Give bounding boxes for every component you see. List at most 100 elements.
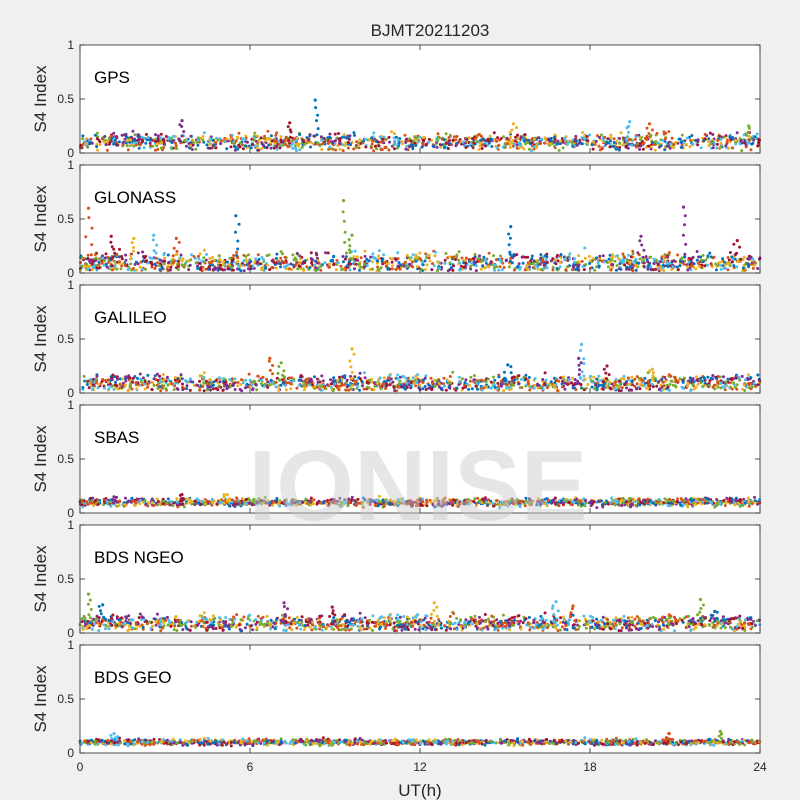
data-point xyxy=(161,379,165,383)
data-point xyxy=(559,256,563,260)
data-point xyxy=(743,378,747,382)
data-point xyxy=(535,146,538,150)
data-point xyxy=(358,377,362,381)
data-point xyxy=(318,387,322,391)
data-point xyxy=(422,142,425,146)
data-point xyxy=(728,251,732,254)
data-point xyxy=(618,262,622,266)
data-point xyxy=(472,141,476,145)
data-point xyxy=(91,383,95,387)
data-point xyxy=(173,376,177,380)
data-point xyxy=(166,383,170,387)
data-point xyxy=(430,388,434,392)
data-point xyxy=(307,138,311,142)
data-point xyxy=(424,388,428,391)
data-point xyxy=(337,388,341,392)
data-point xyxy=(368,138,372,142)
data-point xyxy=(582,362,586,365)
data-point xyxy=(110,245,114,249)
data-point xyxy=(681,260,685,264)
data-point xyxy=(244,144,248,148)
data-point xyxy=(658,265,662,269)
data-point xyxy=(418,383,422,387)
data-point xyxy=(450,266,453,270)
data-point xyxy=(656,141,660,145)
data-point xyxy=(363,254,367,258)
data-point xyxy=(122,133,126,137)
data-point xyxy=(496,136,499,140)
data-point xyxy=(388,140,392,144)
data-point xyxy=(640,243,644,247)
data-point xyxy=(82,374,86,378)
data-point xyxy=(84,137,88,140)
data-point xyxy=(535,265,539,269)
data-point xyxy=(333,382,337,386)
y-tick-label: 0 xyxy=(67,386,74,400)
data-point xyxy=(578,376,582,380)
data-point xyxy=(654,140,658,143)
data-point xyxy=(670,268,674,271)
data-point xyxy=(553,140,557,144)
data-point xyxy=(87,264,91,268)
data-point xyxy=(452,387,456,391)
data-point xyxy=(653,148,657,152)
data-point xyxy=(392,386,396,390)
data-point xyxy=(711,146,715,150)
data-point xyxy=(80,256,84,260)
data-point xyxy=(582,268,586,272)
data-point xyxy=(115,136,119,140)
data-point xyxy=(625,144,629,148)
data-point xyxy=(704,258,708,262)
data-point xyxy=(260,256,264,259)
data-point xyxy=(269,146,273,150)
data-point xyxy=(484,380,488,383)
data-point xyxy=(667,389,671,392)
data-point xyxy=(706,263,710,267)
data-point xyxy=(226,384,230,388)
data-point xyxy=(239,382,243,386)
data-point xyxy=(379,266,383,270)
data-point xyxy=(690,134,694,137)
data-point xyxy=(187,268,191,272)
data-point xyxy=(363,376,367,380)
data-point xyxy=(747,124,751,128)
data-point xyxy=(442,376,446,380)
data-point xyxy=(492,254,495,258)
plot-area xyxy=(80,405,760,513)
data-point xyxy=(661,138,665,142)
data-point xyxy=(499,379,503,383)
data-point xyxy=(464,261,468,265)
data-point xyxy=(320,138,324,142)
data-point xyxy=(85,262,88,266)
data-point xyxy=(631,383,635,387)
data-point xyxy=(298,133,302,136)
data-point xyxy=(643,376,647,380)
data-point xyxy=(194,147,198,151)
data-point xyxy=(402,264,406,268)
data-point xyxy=(266,263,269,267)
data-point xyxy=(144,141,148,145)
data-point xyxy=(279,383,283,387)
data-point xyxy=(295,142,299,146)
data-point xyxy=(226,267,230,271)
data-point xyxy=(112,131,116,135)
data-point xyxy=(607,373,611,377)
data-point xyxy=(230,377,234,381)
data-point xyxy=(613,259,617,263)
data-point xyxy=(462,265,466,269)
data-point xyxy=(299,267,303,271)
data-point xyxy=(121,381,125,385)
data-point xyxy=(349,256,352,260)
data-point xyxy=(95,266,99,270)
data-point xyxy=(114,380,117,384)
data-point xyxy=(436,260,440,264)
data-point xyxy=(609,143,613,146)
data-point xyxy=(161,373,165,376)
data-point xyxy=(384,137,388,141)
data-point xyxy=(719,267,723,271)
data-point xyxy=(377,249,381,253)
data-point xyxy=(228,378,232,381)
data-point xyxy=(641,147,645,151)
data-point xyxy=(652,257,656,261)
data-point xyxy=(205,143,209,147)
